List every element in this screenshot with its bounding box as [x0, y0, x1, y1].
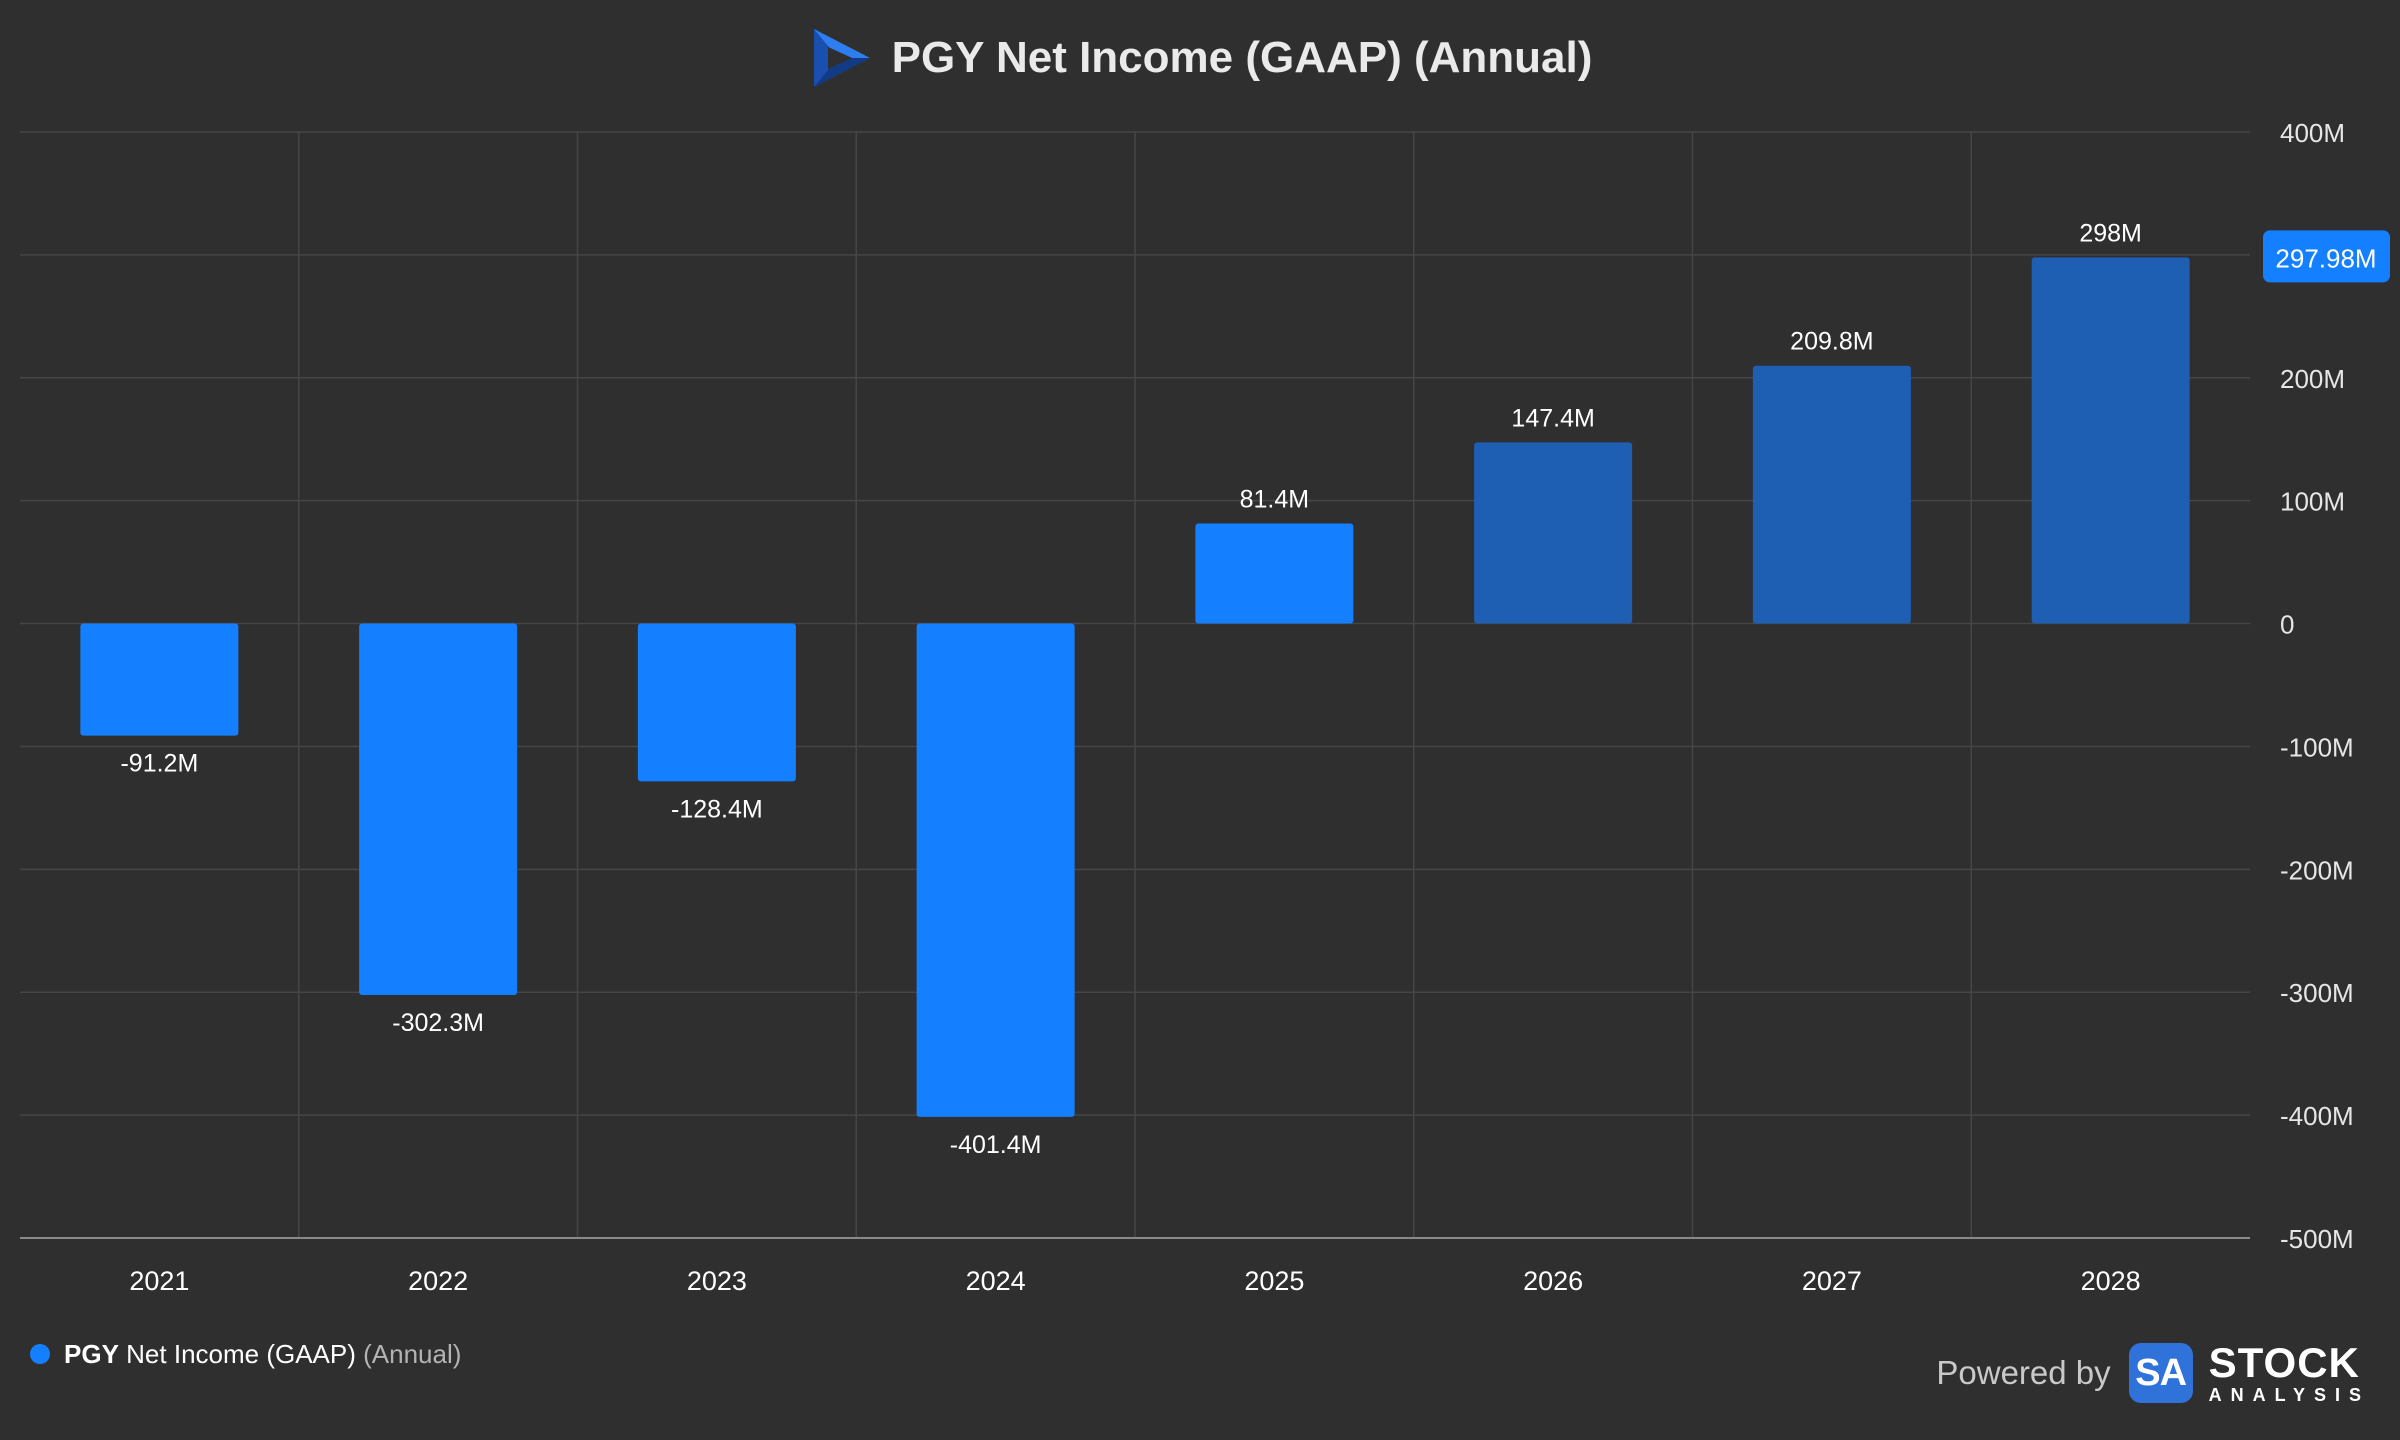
powered-by-branding[interactable]: Powered by SA STOCK ANALYSIS — [1936, 1338, 2370, 1408]
data-label: -128.4M — [671, 795, 763, 823]
y-tick-label: -200M — [2280, 855, 2354, 885]
bar — [2031, 257, 2190, 624]
bar — [80, 623, 239, 736]
brand-line-2: ANALYSIS — [2208, 1385, 2370, 1405]
x-tick-label: 2021 — [129, 1266, 189, 1296]
y-tick-label: -300M — [2280, 978, 2354, 1008]
x-tick-label: 2023 — [687, 1266, 747, 1296]
bar — [1474, 442, 1633, 624]
data-label: -91.2M — [120, 750, 198, 778]
last-value-badge-label: 297.98M — [2275, 243, 2376, 273]
data-label: -401.4M — [950, 1131, 1042, 1159]
x-tick-label: 2026 — [1523, 1266, 1583, 1296]
bar — [916, 623, 1075, 1117]
y-tick-label: -400M — [2280, 1101, 2354, 1131]
data-label: 209.8M — [1790, 328, 1873, 356]
data-label: 81.4M — [1240, 486, 1309, 514]
stockanalysis-logo-icon: SA — [2128, 1343, 2193, 1403]
legend-marker — [30, 1344, 50, 1364]
y-tick-label: 100M — [2280, 487, 2345, 517]
bar — [359, 623, 518, 996]
x-tick-label: 2027 — [1802, 1266, 1862, 1296]
legend-period: (Annual) — [363, 1338, 462, 1369]
x-tick-label: 2024 — [966, 1266, 1026, 1296]
y-tick-label: -100M — [2280, 732, 2354, 762]
x-tick-label: 2025 — [1244, 1266, 1304, 1296]
y-tick-label: 200M — [2280, 364, 2345, 394]
x-tick-label: 2028 — [2081, 1266, 2141, 1296]
last-value-badge — [2263, 230, 2390, 283]
x-tick-label: 2022 — [408, 1266, 468, 1296]
y-tick-label: -500M — [2280, 1224, 2354, 1254]
legend-ticker: PGY — [64, 1338, 119, 1369]
stockanalysis-wordmark: STOCK ANALYSIS — [2208, 1339, 2370, 1405]
bar — [1752, 365, 1911, 624]
powered-by-text: Powered by — [1936, 1354, 2111, 1391]
bar — [1195, 523, 1354, 624]
data-label: 298M — [2079, 219, 2142, 247]
chart-title: PGY Net Income (GAAP) (Annual) — [891, 33, 1593, 82]
data-label: -302.3M — [392, 1009, 484, 1037]
chart-legend[interactable]: PGY Net Income (GAAP) (Annual) — [30, 1336, 461, 1372]
legend-label: PGY Net Income (GAAP) (Annual) — [64, 1339, 461, 1370]
data-label: 147.4M — [1511, 404, 1594, 432]
brand-line-1: STOCK — [2208, 1339, 2360, 1386]
seeking-alpha-play-logo-icon — [813, 29, 870, 87]
chart-header: PGY Net Income (GAAP) (Annual) — [0, 22, 2400, 94]
bar — [637, 623, 796, 782]
y-tick-label: 400M — [2280, 118, 2345, 148]
y-tick-label: 0 — [2280, 610, 2294, 640]
legend-series-name: Net Income (GAAP) — [126, 1338, 356, 1369]
